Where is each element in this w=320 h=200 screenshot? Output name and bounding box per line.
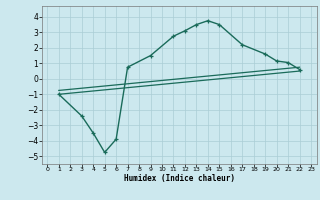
X-axis label: Humidex (Indice chaleur): Humidex (Indice chaleur) bbox=[124, 174, 235, 183]
